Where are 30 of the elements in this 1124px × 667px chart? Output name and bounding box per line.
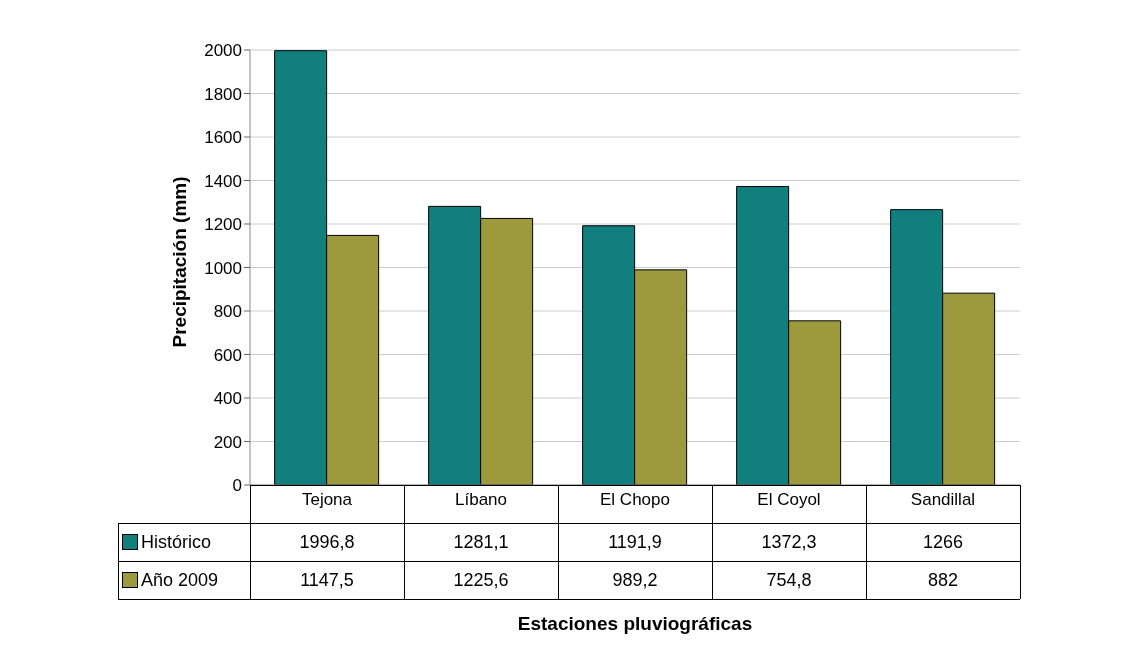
data-label: 1147,5 — [300, 569, 354, 591]
x-tick-label: El Chopo — [600, 490, 670, 510]
data-label: 1996,8 — [299, 531, 355, 553]
y-tick-label: 1800 — [204, 84, 242, 104]
y-tick-label: 400 — [213, 389, 242, 409]
legend-label: Año 2009 — [141, 569, 219, 591]
y-tick-label: 600 — [213, 345, 242, 365]
legend-label: Histórico — [141, 531, 212, 553]
data-label: 882 — [927, 569, 959, 591]
y-tick-label: 200 — [213, 432, 242, 452]
y-tick-label: 1400 — [204, 171, 242, 191]
data-label: 989,2 — [612, 569, 658, 591]
y-tick-label: 800 — [213, 302, 242, 322]
x-tick-label: Líbano — [455, 490, 507, 510]
y-tick-label: 1200 — [204, 215, 242, 235]
data-label: 1266 — [922, 531, 964, 553]
x-tick-label: Tejona — [301, 490, 353, 510]
y-tick-label: 1000 — [204, 258, 242, 278]
data-label: 754,8 — [766, 569, 812, 591]
data-label: 1225,6 — [453, 569, 509, 591]
y-tick-label: 0 — [232, 476, 242, 496]
y-tick-label: 1600 — [204, 128, 242, 148]
y-axis-title: Precipitación (mm) — [168, 176, 190, 348]
y-tick-label: 2000 — [204, 41, 242, 61]
data-label: 1281,1 — [453, 531, 509, 553]
data-label: 1191,9 — [608, 531, 662, 553]
x-tick-label: Sandillal — [910, 490, 976, 510]
text: Estaciones pluviográficas — [517, 613, 753, 634]
data-label: 1372,3 — [761, 531, 817, 553]
x-tick-label: El Coyol — [757, 490, 821, 510]
